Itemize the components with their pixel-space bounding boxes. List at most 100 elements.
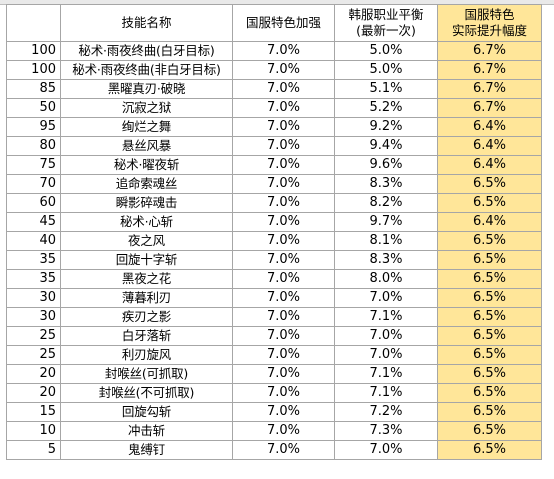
actual-increase-cell[interactable]: 6.5% (437, 383, 542, 403)
cost-cell[interactable]: 100 (6, 41, 61, 61)
cn-buff-cell[interactable]: 7.0% (232, 41, 335, 61)
cn-buff-cell[interactable]: 7.0% (232, 250, 335, 270)
header-skill-name[interactable]: 技能名称 (60, 4, 233, 42)
actual-increase-cell[interactable]: 6.5% (437, 307, 542, 327)
cn-buff-cell[interactable]: 7.0% (232, 193, 335, 213)
skill-name-cell[interactable]: 黑曜真刃·破晓 (60, 79, 233, 99)
kr-balance-cell[interactable]: 7.0% (334, 345, 438, 365)
header-cn-buff[interactable]: 国服特色加强 (232, 4, 335, 42)
skill-name-cell[interactable]: 绚烂之舞 (60, 117, 233, 137)
cn-buff-cell[interactable]: 7.0% (232, 174, 335, 194)
cn-buff-cell[interactable]: 7.0% (232, 231, 335, 251)
actual-increase-cell[interactable]: 6.5% (437, 421, 542, 441)
actual-increase-cell[interactable]: 6.5% (437, 402, 542, 422)
cost-cell[interactable]: 70 (6, 174, 61, 194)
skill-name-cell[interactable]: 回旋十字斩 (60, 250, 233, 270)
skill-name-cell[interactable]: 薄暮利刃 (60, 288, 233, 308)
cn-buff-cell[interactable]: 7.0% (232, 288, 335, 308)
kr-balance-cell[interactable]: 5.0% (334, 60, 438, 80)
kr-balance-cell[interactable]: 7.0% (334, 288, 438, 308)
cn-buff-cell[interactable]: 7.0% (232, 440, 335, 460)
skill-name-cell[interactable]: 追命索魂丝 (60, 174, 233, 194)
skill-name-cell[interactable]: 封喉丝(可抓取) (60, 364, 233, 384)
cost-cell[interactable]: 100 (6, 60, 61, 80)
cn-buff-cell[interactable]: 7.0% (232, 117, 335, 137)
cost-cell[interactable]: 80 (6, 136, 61, 156)
header-kr-balance[interactable]: 韩服职业平衡 (最新一次) (334, 4, 438, 42)
actual-increase-cell[interactable]: 6.5% (437, 364, 542, 384)
header-actual-increase[interactable]: 国服特色 实际提升幅度 (437, 4, 542, 42)
skill-name-cell[interactable]: 秘术·雨夜终曲(白牙目标) (60, 41, 233, 61)
kr-balance-cell[interactable]: 7.1% (334, 383, 438, 403)
skill-name-cell[interactable]: 悬丝风暴 (60, 136, 233, 156)
kr-balance-cell[interactable]: 9.4% (334, 136, 438, 156)
kr-balance-cell[interactable]: 7.2% (334, 402, 438, 422)
cn-buff-cell[interactable]: 7.0% (232, 402, 335, 422)
skill-name-cell[interactable]: 冲击斩 (60, 421, 233, 441)
cn-buff-cell[interactable]: 7.0% (232, 60, 335, 80)
kr-balance-cell[interactable]: 7.0% (334, 326, 438, 346)
cn-buff-cell[interactable]: 7.0% (232, 98, 335, 118)
actual-increase-cell[interactable]: 6.5% (437, 326, 542, 346)
cost-cell[interactable]: 20 (6, 364, 61, 384)
skill-name-cell[interactable]: 黑夜之花 (60, 269, 233, 289)
actual-increase-cell[interactable]: 6.5% (437, 250, 542, 270)
kr-balance-cell[interactable]: 9.2% (334, 117, 438, 137)
kr-balance-cell[interactable]: 8.2% (334, 193, 438, 213)
actual-increase-cell[interactable]: 6.7% (437, 41, 542, 61)
cost-cell[interactable]: 15 (6, 402, 61, 422)
kr-balance-cell[interactable]: 7.0% (334, 440, 438, 460)
skill-name-cell[interactable]: 秘术·雨夜终曲(非白牙目标) (60, 60, 233, 80)
actual-increase-cell[interactable]: 6.4% (437, 155, 542, 175)
skill-name-cell[interactable]: 白牙落斩 (60, 326, 233, 346)
kr-balance-cell[interactable]: 8.1% (334, 231, 438, 251)
cn-buff-cell[interactable]: 7.0% (232, 326, 335, 346)
actual-increase-cell[interactable]: 6.7% (437, 98, 542, 118)
cn-buff-cell[interactable]: 7.0% (232, 79, 335, 99)
cost-cell[interactable]: 30 (6, 288, 61, 308)
skill-name-cell[interactable]: 回旋勾斩 (60, 402, 233, 422)
cn-buff-cell[interactable]: 7.0% (232, 364, 335, 384)
cost-cell[interactable]: 50 (6, 98, 61, 118)
cn-buff-cell[interactable]: 7.0% (232, 212, 335, 232)
cost-cell[interactable]: 30 (6, 307, 61, 327)
skill-name-cell[interactable]: 秘术·心斩 (60, 212, 233, 232)
actual-increase-cell[interactable]: 6.5% (437, 269, 542, 289)
cost-cell[interactable]: 35 (6, 269, 61, 289)
cost-cell[interactable]: 60 (6, 193, 61, 213)
skill-name-cell[interactable]: 沉寂之狱 (60, 98, 233, 118)
skill-name-cell[interactable]: 瞬影碎魂击 (60, 193, 233, 213)
cn-buff-cell[interactable]: 7.0% (232, 136, 335, 156)
cost-cell[interactable]: 75 (6, 155, 61, 175)
cost-cell[interactable]: 35 (6, 250, 61, 270)
skill-name-cell[interactable]: 封喉丝(不可抓取) (60, 383, 233, 403)
cn-buff-cell[interactable]: 7.0% (232, 307, 335, 327)
cost-cell[interactable]: 40 (6, 231, 61, 251)
cn-buff-cell[interactable]: 7.0% (232, 421, 335, 441)
cost-cell[interactable]: 25 (6, 345, 61, 365)
kr-balance-cell[interactable]: 8.3% (334, 250, 438, 270)
skill-name-cell[interactable]: 疾刃之影 (60, 307, 233, 327)
cn-buff-cell[interactable]: 7.0% (232, 383, 335, 403)
cost-cell[interactable]: 95 (6, 117, 61, 137)
actual-increase-cell[interactable]: 6.4% (437, 212, 542, 232)
kr-balance-cell[interactable]: 7.3% (334, 421, 438, 441)
actual-increase-cell[interactable]: 6.5% (437, 174, 542, 194)
actual-increase-cell[interactable]: 6.7% (437, 60, 542, 80)
actual-increase-cell[interactable]: 6.5% (437, 440, 542, 460)
kr-balance-cell[interactable]: 8.0% (334, 269, 438, 289)
cost-cell[interactable]: 45 (6, 212, 61, 232)
actual-increase-cell[interactable]: 6.5% (437, 345, 542, 365)
cost-cell[interactable]: 5 (6, 440, 61, 460)
cost-cell[interactable]: 85 (6, 79, 61, 99)
kr-balance-cell[interactable]: 5.2% (334, 98, 438, 118)
kr-balance-cell[interactable]: 9.6% (334, 155, 438, 175)
actual-increase-cell[interactable]: 6.7% (437, 79, 542, 99)
cn-buff-cell[interactable]: 7.0% (232, 269, 335, 289)
cost-cell[interactable]: 25 (6, 326, 61, 346)
kr-balance-cell[interactable]: 9.7% (334, 212, 438, 232)
cost-cell[interactable]: 10 (6, 421, 61, 441)
kr-balance-cell[interactable]: 5.0% (334, 41, 438, 61)
skill-name-cell[interactable]: 利刃旋风 (60, 345, 233, 365)
kr-balance-cell[interactable]: 8.3% (334, 174, 438, 194)
